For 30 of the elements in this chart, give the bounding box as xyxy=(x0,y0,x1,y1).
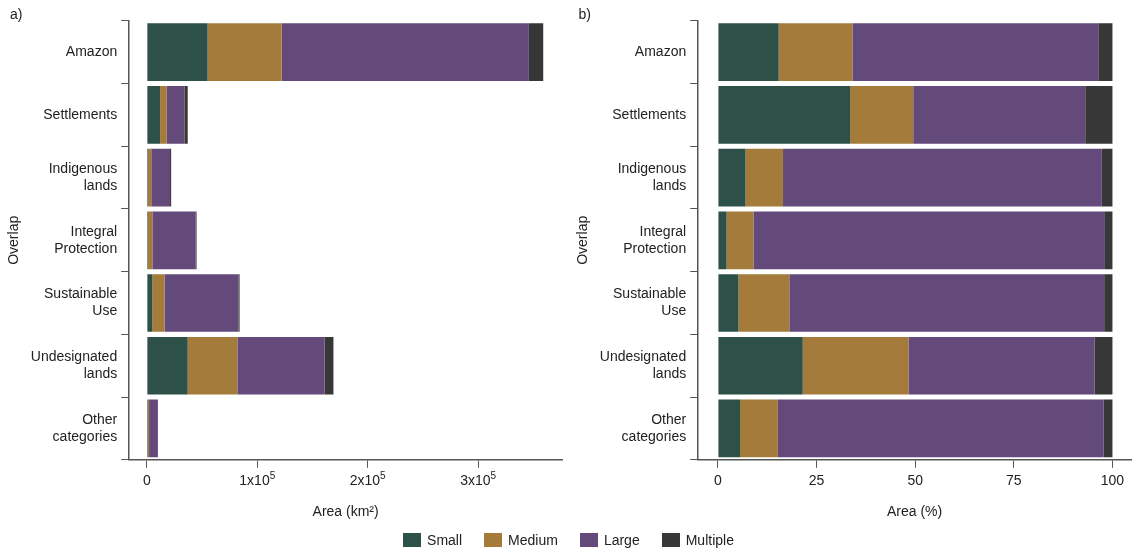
y-tick-label: Amazon xyxy=(65,43,118,60)
x-tick-label: 100 xyxy=(1100,471,1124,488)
y-tick-label: Other categories xyxy=(621,410,687,444)
y-tick-label: Settlements xyxy=(611,105,686,122)
y-axis-title: Overlap xyxy=(573,215,590,265)
x-tick-label: 0 xyxy=(713,471,722,488)
legend-label: Small xyxy=(426,532,463,548)
legend-label: Multiple xyxy=(684,532,734,548)
y-tick-label: Settlements xyxy=(43,105,118,122)
y-tick-label: Undesignated lands xyxy=(30,348,118,381)
y-tick-label: Other categories xyxy=(52,410,118,444)
x-axis-title: Area (%) xyxy=(886,503,942,520)
y-tick-label: Integral Protection xyxy=(54,222,118,256)
x-tick-label: 25 xyxy=(808,471,825,488)
y-tick-label: Indigenous lands xyxy=(617,160,686,193)
y-axis-title: Overlap xyxy=(5,215,22,265)
y-tick-label: Amazon xyxy=(634,43,686,60)
y-tick-label: Integral Protection xyxy=(622,222,686,256)
x-tick-label: 50 xyxy=(906,471,923,488)
x-tick-label: 75 xyxy=(1005,471,1022,488)
y-tick-label: Sustainable Use xyxy=(44,285,118,319)
x-axis-title: Area (km²) xyxy=(312,503,379,520)
text: a) xyxy=(10,6,23,22)
y-tick-label: Sustainable Use xyxy=(612,285,686,319)
text: b) xyxy=(578,6,591,22)
legend-label: Medium xyxy=(507,532,558,548)
x-tick-label: 0 xyxy=(142,471,151,488)
y-tick-label: Undesignated lands xyxy=(599,348,686,381)
legend-label: Large xyxy=(602,532,640,548)
y-tick-label: Indigenous lands xyxy=(48,160,118,193)
